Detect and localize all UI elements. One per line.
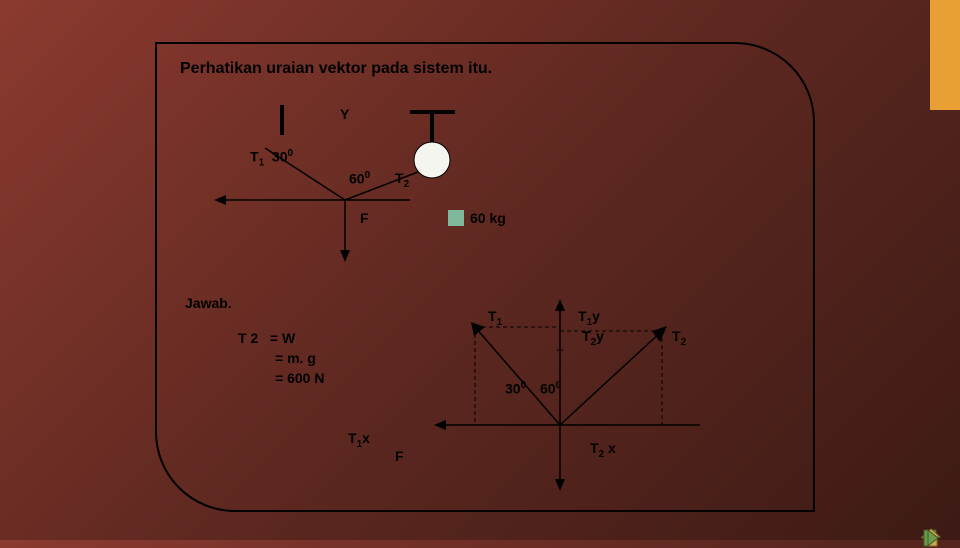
- f-label: F: [360, 210, 369, 226]
- accent-bar: [930, 0, 960, 110]
- eq-line2: = m. g: [275, 350, 316, 366]
- d2-t2-label: T2: [672, 328, 686, 348]
- t1-label: T1 300: [250, 148, 293, 168]
- angle2-label: 600: [349, 170, 370, 187]
- mass-square: [448, 210, 464, 226]
- d2-t1-label: T1: [488, 308, 502, 328]
- eq-line1: T 2 = W: [238, 330, 295, 346]
- answer-heading: Jawab.: [185, 295, 232, 311]
- y-axis-label: Y: [340, 106, 349, 122]
- d2-t2y-label: T2y: [582, 328, 604, 348]
- eq-line3: = 600 N: [275, 370, 324, 386]
- next-icon[interactable]: [920, 528, 942, 548]
- page-title: Perhatikan uraian vektor pada sistem itu…: [180, 60, 492, 78]
- d2-angle1: 300: [505, 380, 526, 397]
- t2-label: T2: [395, 170, 409, 190]
- d2-t1x-label: T1x: [348, 430, 370, 450]
- mass-label: 60 kg: [470, 210, 506, 226]
- diagram-1: [180, 90, 600, 280]
- d2-f-label: F: [395, 448, 404, 464]
- d2-t1y-label: T1y: [578, 308, 600, 328]
- d2-angle2: 600: [540, 380, 561, 397]
- d2-t2x-label: T2 x: [590, 440, 616, 460]
